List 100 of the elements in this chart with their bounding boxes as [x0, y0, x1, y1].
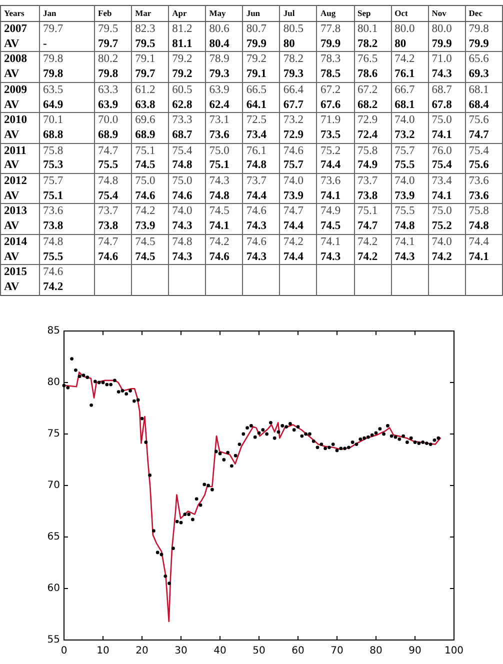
data-label: 71.9	[316, 112, 354, 128]
data-label: 77.8	[316, 22, 354, 37]
data-label: 73.9	[280, 188, 317, 204]
data-label: 73.6	[465, 188, 502, 204]
data-label: 67.6	[316, 98, 354, 113]
data-label: 78.9	[206, 52, 243, 68]
data-label: 63.3	[94, 82, 132, 98]
data-label: 75.5	[391, 204, 428, 220]
data-label: 81.1	[168, 36, 206, 52]
data-label: 80.0	[428, 22, 466, 37]
data-label: 74.8	[168, 158, 206, 174]
data-label: 74.3	[168, 250, 206, 265]
data-label: 74.1	[316, 188, 354, 204]
data-label: 80	[391, 36, 428, 52]
y-tick-label: AV	[0, 188, 40, 204]
x-tick-label: Dec	[465, 6, 502, 22]
data-label: 78.2	[280, 52, 317, 68]
data-label: 74.3	[428, 67, 466, 82]
data-label: 72.4	[354, 128, 392, 144]
x-tick-label: Feb	[94, 6, 132, 22]
data-label: 79.8	[94, 67, 132, 82]
data-label: 75.1	[354, 204, 392, 220]
data-label: 74.6	[132, 188, 169, 204]
data-label: 73.7	[94, 204, 132, 220]
x-tick-label: 60	[292, 646, 304, 657]
y-tick-label: 2013	[0, 204, 40, 220]
data-label: 73.6	[206, 128, 243, 144]
data-label: 65.6	[465, 52, 502, 68]
data-label: 78.6	[354, 67, 392, 82]
data-label: 69.6	[132, 112, 169, 128]
text: -	[43, 38, 47, 50]
x-tick-label: 0	[60, 646, 68, 657]
data-label: 74.0	[280, 174, 317, 189]
data-label: 79.7	[132, 67, 169, 82]
y-tick-label: 70	[47, 480, 60, 492]
data-label: 73.5	[316, 128, 354, 144]
y-tick-label: AV	[0, 250, 40, 265]
data-label: 68.9	[132, 128, 169, 144]
data-label: 74.8	[40, 234, 94, 250]
data-label: 71.0	[428, 52, 466, 68]
data-label: 74.6	[206, 250, 243, 265]
data-label: 79.7	[40, 22, 94, 37]
x-tick-label: 20	[136, 646, 148, 657]
data-label: 74.3	[168, 219, 206, 234]
data-label: 73.6	[316, 174, 354, 189]
data-label: 74.7	[280, 204, 317, 220]
data-label: 74.0	[168, 204, 206, 220]
y-axis-title: Years	[0, 6, 40, 22]
data-label: 80.7	[242, 22, 280, 37]
data-label: 79.7	[94, 36, 132, 52]
data-label: 75.8	[354, 143, 392, 158]
y-tick-label: AV	[0, 67, 40, 82]
data-label: 74.3	[242, 219, 280, 234]
data-label: 74.1	[391, 234, 428, 250]
data-label: 74.9	[354, 158, 392, 174]
data-label: 74.5	[206, 204, 243, 220]
data-label: 74.0	[391, 112, 428, 128]
y-tick-label: AV	[0, 98, 40, 113]
data-label: 66.7	[391, 82, 428, 98]
data-label: 79.9	[428, 36, 466, 52]
data-label: 68.9	[94, 128, 132, 144]
x-tick-label: Jan	[40, 6, 94, 22]
data-label: 74.6	[242, 204, 280, 220]
data-label: 66.5	[242, 82, 280, 98]
data-label: 66.4	[280, 82, 317, 98]
data-label: 78.5	[316, 67, 354, 82]
x-tick-label: Apr	[168, 6, 206, 22]
data-label: 74.3	[242, 250, 280, 265]
data-label: 74.8	[168, 234, 206, 250]
data-label: 67.8	[428, 98, 466, 113]
data-label: 74.2	[428, 250, 466, 265]
data-label: 74.2	[40, 280, 94, 296]
y-tick-label: 85	[47, 326, 60, 337]
data-label: 61.2	[132, 82, 169, 98]
data-label: 74.4	[242, 188, 280, 204]
data-label: 75.7	[280, 158, 317, 174]
data-label: 75.6	[465, 112, 502, 128]
x-tick-label: 10	[96, 646, 110, 657]
data-label: 67.2	[316, 82, 354, 98]
data-label: 75.1	[132, 143, 169, 158]
data-label: 63.8	[132, 98, 169, 113]
data-label: 63.9	[94, 98, 132, 113]
x-tick-label: Sep	[354, 6, 392, 22]
data-label: 73.7	[354, 174, 392, 189]
data-label: 68.1	[465, 82, 502, 98]
data-label: 74.2	[354, 234, 392, 250]
data-label: 75.8	[40, 143, 94, 158]
data-label: 75.1	[40, 188, 94, 204]
data-label: 76.0	[428, 143, 466, 158]
y-tick-label: 2010	[0, 112, 40, 128]
x-tick-label: 80	[370, 646, 382, 657]
data-label: 75.5	[391, 158, 428, 174]
data-label: 73.1	[206, 112, 243, 128]
data-label: 74.2	[280, 234, 317, 250]
data-label: 74.5	[132, 158, 169, 174]
data-label: 74.6	[242, 234, 280, 250]
data-label: 74.5	[132, 250, 169, 265]
data-label: 79.9	[465, 36, 502, 52]
data-label: 62.8	[168, 98, 206, 113]
data-label: 74.7	[94, 143, 132, 158]
